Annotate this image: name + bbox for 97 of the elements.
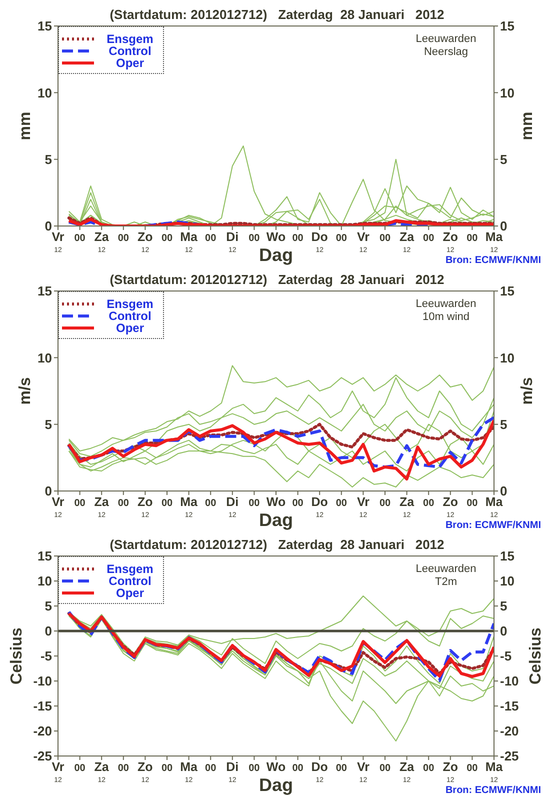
legend-label: Oper	[116, 586, 144, 600]
annotation: Leeuwarden	[416, 33, 476, 45]
x-tick-label: 00	[379, 498, 391, 509]
y-tick-label: 10	[38, 350, 52, 366]
y2-tick-label: 5	[500, 598, 508, 614]
annotation: 10m wind	[422, 311, 470, 323]
annotation: Neerslag	[424, 46, 468, 58]
y-tick-label: 5	[44, 416, 52, 432]
y2-tick-label: 0	[500, 624, 508, 639]
y-tick-label: 10	[38, 85, 52, 100]
legend-label: Ensgem	[106, 297, 154, 311]
x-tick-label: 00	[292, 498, 304, 509]
x-tick-label: 00	[118, 763, 130, 774]
x-tick-label: 00	[248, 233, 260, 244]
x-tick-label: 00	[292, 763, 304, 774]
y2-tick-label: 15	[500, 548, 514, 564]
x-tick-label: 00	[161, 233, 173, 244]
x-tick-label: 00	[248, 498, 260, 509]
y2-tick-label: 0	[500, 484, 508, 499]
legend-label: Ensgem	[106, 562, 154, 576]
annotation: T2m	[435, 576, 457, 588]
x-tick-label: 00	[292, 233, 304, 244]
y-tick-label: 5	[44, 152, 52, 167]
y-tick-label: -20	[33, 724, 52, 739]
y2-axis-title: Celsius	[527, 627, 544, 684]
x-tick-label: 00	[74, 498, 86, 509]
y2-tick-label: 10	[500, 350, 514, 366]
y-axis-title: Celsius	[8, 627, 25, 684]
x-tick-label: Wo	[266, 495, 286, 509]
x-tick-label: 00	[205, 498, 217, 509]
annotation: Leeuwarden	[416, 563, 476, 575]
y2-tick-label: 10	[500, 574, 514, 589]
legend-label: Control	[108, 44, 152, 58]
x-axis-title: Dag	[258, 510, 294, 530]
x-axis-title: Dag	[258, 245, 294, 265]
x-tick-label: 00	[74, 763, 86, 774]
y-axis-title: mm	[16, 112, 34, 140]
chart-title: (Startdatum: 2012012712) Zaterdag 28 Januari 2012	[110, 537, 444, 552]
x-tick-label: 00	[423, 498, 435, 509]
y2-tick-label: -25	[500, 748, 519, 764]
chart-title: (Startdatum: 2012012712) Zaterdag 28 Januari 2012	[110, 272, 444, 287]
legend-label: Control	[108, 309, 152, 323]
y2-tick-label: 15	[500, 18, 514, 34]
x-tick-label: 00	[466, 763, 478, 774]
y-tick-label: 0	[44, 218, 52, 234]
y-tick-label: -15	[33, 698, 52, 714]
y-tick-label: 15	[38, 284, 52, 299]
y-tick-label: 15	[38, 18, 52, 34]
y2-tick-label: -5	[500, 648, 512, 664]
y-tick-label: 0	[44, 484, 52, 499]
x-tick-label: 00	[161, 498, 173, 509]
y2-tick-label: 15	[500, 284, 514, 299]
x-tick-label: 00	[74, 233, 86, 244]
x-axis-title: Dag	[258, 775, 294, 795]
text: Bron: ECMWF/KNMI	[445, 520, 542, 531]
y2-axis-title: m/s	[518, 377, 536, 405]
x-tick-label: 00	[161, 763, 173, 774]
x-tick-label: 00	[118, 233, 130, 244]
y-tick-label: 5	[44, 598, 52, 614]
x-tick-label: 00	[336, 498, 348, 509]
x-tick-label: 00	[336, 763, 348, 774]
text: Bron: ECMWF/KNMI	[445, 785, 542, 795]
y2-tick-label: -10	[500, 674, 519, 689]
y-axis-title: m/s	[16, 377, 34, 405]
y2-tick-label: -15	[500, 698, 519, 714]
x-tick-label: 00	[205, 233, 217, 244]
y-tick-label: -10	[33, 674, 52, 689]
x-tick-label: 00	[379, 763, 391, 774]
x-tick-label: 00	[423, 763, 435, 774]
y2-tick-label: 5	[500, 416, 508, 432]
y2-tick-label: 0	[500, 218, 508, 234]
x-tick-label: Wo	[266, 230, 286, 244]
y-tick-label: 15	[38, 548, 52, 564]
x-tick-label: 00	[205, 763, 217, 774]
y-tick-label: 0	[44, 624, 52, 639]
x-tick-label: 00	[423, 233, 435, 244]
annotation: Leeuwarden	[416, 298, 476, 310]
y2-axis-title: mm	[518, 112, 536, 140]
x-tick-label: 00	[336, 233, 348, 244]
x-tick-label: 00	[379, 233, 391, 244]
legend-label: Oper	[116, 321, 144, 335]
x-tick-label: 00	[118, 498, 130, 509]
y2-tick-label: -20	[500, 724, 519, 739]
chart-title: (Startdatum: 2012012712) Zaterdag 28 Januari 2012	[110, 7, 444, 22]
legend-label: Control	[108, 574, 152, 588]
y2-tick-label: 5	[500, 152, 508, 167]
y-tick-label: -25	[33, 748, 52, 764]
x-tick-label: 00	[248, 763, 260, 774]
legend-label: Oper	[116, 56, 144, 70]
x-tick-label: 00	[466, 498, 478, 509]
x-tick-label: 00	[466, 233, 478, 244]
x-tick-label: Wo	[266, 760, 286, 774]
y2-tick-label: 10	[500, 85, 514, 100]
text: Bron: ECMWF/KNMI	[445, 255, 542, 266]
y-tick-label: -5	[40, 648, 52, 664]
legend-label: Ensgem	[106, 32, 154, 46]
y-tick-label: 10	[38, 574, 52, 589]
